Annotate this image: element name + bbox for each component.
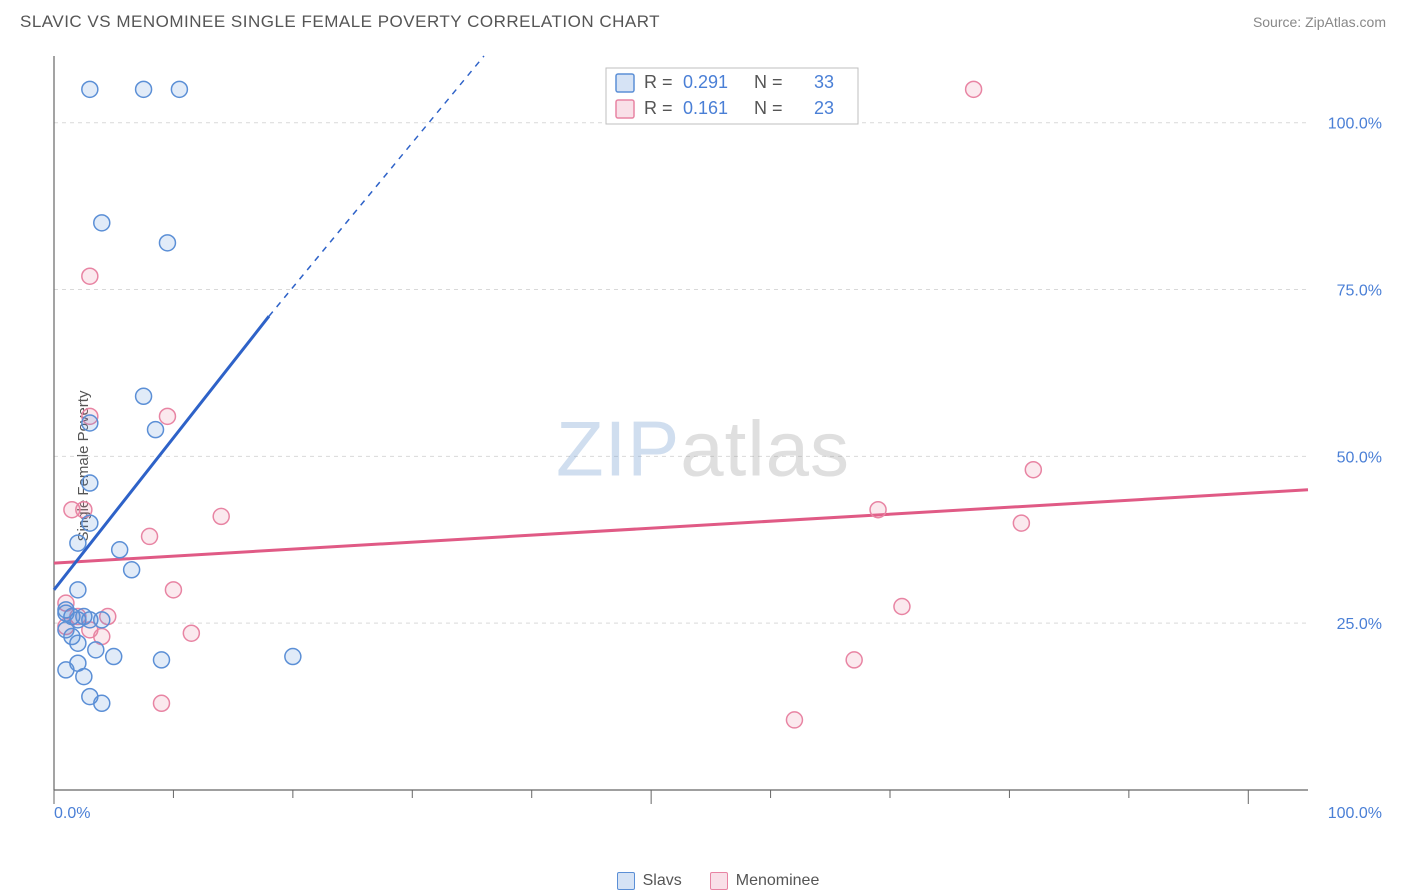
legend-item-slavs: Slavs — [617, 872, 682, 890]
svg-text:0.161: 0.161 — [683, 98, 728, 118]
svg-text:100.0%: 100.0% — [1328, 805, 1382, 820]
svg-text:0.291: 0.291 — [683, 72, 728, 92]
svg-text:R =: R = — [644, 98, 673, 118]
chart-title: SLAVIC VS MENOMINEE SINGLE FEMALE POVERT… — [20, 12, 660, 32]
scatter-plot: 25.0% 50.0% 75.0% 100.0% 0.0% 100.0% R = 0.291 N… — [48, 50, 1388, 820]
svg-text:R =: R = — [644, 72, 673, 92]
svg-text:25.0%: 25.0% — [1337, 616, 1382, 633]
svg-text:N =: N = — [754, 72, 783, 92]
svg-text:23: 23 — [814, 98, 834, 118]
source-label: Source: ZipAtlas.com — [1253, 14, 1386, 30]
legend-swatch-slavs — [617, 872, 635, 890]
svg-text:75.0%: 75.0% — [1337, 283, 1382, 300]
legend-item-menominee: Menominee — [710, 872, 820, 890]
svg-text:50.0%: 50.0% — [1337, 449, 1382, 466]
legend-label-menominee: Menominee — [736, 872, 820, 890]
svg-text:100.0%: 100.0% — [1328, 116, 1382, 133]
legend-swatch-menominee — [710, 872, 728, 890]
header: SLAVIC VS MENOMINEE SINGLE FEMALE POVERT… — [0, 0, 1406, 40]
chart-container: Single Female Poverty 25.0%50.0%75.0%100… — [0, 40, 1406, 892]
svg-text:N =: N = — [754, 98, 783, 118]
svg-text:0.0%: 0.0% — [54, 805, 90, 820]
legend-label-slavs: Slavs — [643, 872, 682, 890]
svg-text:33: 33 — [814, 72, 834, 92]
bottom-legend: Slavs Menominee — [48, 872, 1388, 890]
